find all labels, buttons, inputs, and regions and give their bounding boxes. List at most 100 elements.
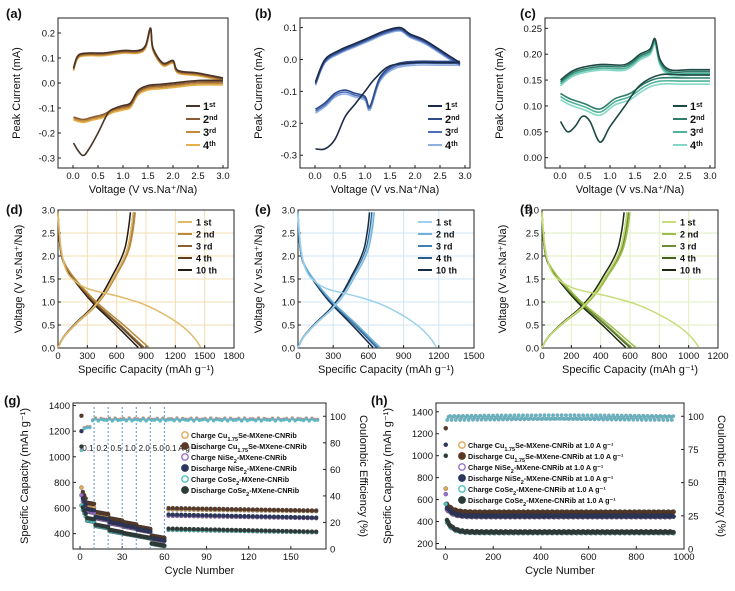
ce-point	[504, 413, 508, 418]
ce-point	[445, 418, 450, 422]
ce-point	[138, 418, 143, 423]
x-tick-label: 800	[651, 351, 667, 362]
capacity-point	[443, 425, 449, 431]
ce-point	[458, 418, 462, 422]
legend-entry: Discharge CoSe2-MXene-CNRib	[191, 486, 300, 498]
y-tick-label: 0.15	[524, 76, 543, 87]
legend-entry: 4 th	[196, 254, 212, 264]
ce-point	[287, 419, 292, 423]
ce-point	[231, 418, 235, 423]
capacity-point	[195, 527, 201, 532]
panel-c: (c) 0.0 0.5 1.0 1.5 2.0 2.5 3.0 0.00 0.05 0.10 0.15…	[494, 6, 717, 196]
x-tick-label: 0	[539, 351, 544, 362]
capacity-point	[242, 513, 247, 519]
capacity-point	[225, 506, 230, 512]
ce-point	[453, 418, 458, 422]
panel-label: (a)	[6, 6, 22, 21]
x-tick-label: 0	[443, 552, 448, 563]
cv-cathodic-curve-1	[315, 61, 460, 151]
capacity-point	[297, 508, 302, 513]
y-tick-label: 2.5	[42, 229, 55, 240]
ce-point	[315, 418, 320, 422]
capacity-point	[170, 526, 175, 531]
capacity-point	[148, 535, 153, 541]
ce-point	[186, 418, 190, 423]
y-tick-label: 1.0	[526, 298, 539, 309]
y-axis-label: Peak Current (mA)	[11, 47, 23, 139]
ce-point	[601, 417, 605, 422]
capacity-point	[246, 507, 251, 512]
capacity-point	[443, 453, 449, 458]
y-tick-label: -0.1	[281, 87, 297, 98]
x-tick-label: 900	[396, 351, 412, 362]
x-tick-label: 600	[109, 351, 125, 362]
ce-point	[248, 418, 252, 422]
cv-anodic-curve-3	[314, 29, 461, 85]
panel-label: (g)	[4, 393, 21, 408]
x-axis-label: Cycle Number	[525, 565, 595, 577]
legend-marker	[181, 431, 189, 439]
capacity-point	[671, 509, 676, 514]
y-tick-label: 1400	[412, 407, 433, 418]
capacity-point	[267, 514, 272, 519]
legend-marker	[181, 442, 189, 450]
y-tick-label: 1.5	[42, 275, 55, 286]
capacity-point	[267, 528, 272, 533]
capacity-point	[254, 507, 260, 512]
rate-label: 0.2	[96, 444, 108, 453]
ce-point	[214, 417, 219, 422]
y-tick-label: 0.5	[282, 321, 295, 332]
ce-point	[293, 419, 297, 423]
y2-tick-label: 0	[688, 545, 693, 556]
capacity-point	[246, 528, 251, 533]
ce-point	[133, 417, 137, 422]
ce-point	[671, 414, 676, 418]
ce-point	[651, 415, 656, 419]
y-tick-label: 3.0	[526, 206, 539, 217]
ce-point	[144, 419, 148, 423]
y-tick-label: 2.5	[282, 229, 295, 240]
ce-point	[545, 416, 550, 421]
x-tick-label: 1.0	[358, 171, 371, 182]
ce-point	[542, 413, 547, 418]
capacity-point	[242, 507, 247, 512]
x-axis-label: Specific Capacity (mAh g⁻¹)	[318, 364, 454, 376]
x-tick-label: 600	[622, 351, 638, 362]
capacity-point	[297, 529, 302, 534]
legend-entry: Charge CoSe2-MXene-CNRib at 1.0 A g⁻¹	[468, 485, 606, 497]
ce-point	[452, 414, 457, 418]
rate-label: 0.1	[82, 444, 94, 453]
ce-point	[564, 413, 568, 418]
cv-cathodic-curve-3	[315, 62, 460, 112]
legend-entry: 4th	[203, 140, 216, 152]
ce-point	[665, 418, 670, 422]
capacity-point	[259, 528, 264, 533]
x-tick-label: 200	[485, 552, 501, 563]
panel-h: (h)0 200 400 600 800 100020040060080010001200…	[371, 393, 727, 577]
cv-cathodic-curve-2	[73, 81, 224, 121]
capacity-point	[314, 529, 319, 534]
legend-entry: 4th	[690, 140, 703, 152]
y-tick-label: -0.3	[39, 154, 55, 165]
ce-point	[511, 416, 515, 420]
capacity-point	[292, 529, 298, 534]
capacity-point	[162, 538, 167, 543]
y-tick-label: -0.2	[281, 119, 297, 130]
discharge-curve-1	[57, 212, 202, 348]
y2-tick-label: 20	[330, 518, 341, 529]
ce-point	[251, 417, 255, 422]
ce-point	[155, 417, 160, 421]
x-tick-label: 1.5	[141, 171, 154, 182]
legend-entry: Charge Cu1.75Se-MXene-CNRib	[191, 431, 297, 443]
y-tick-label: 1.5	[282, 275, 295, 286]
plot-frame	[544, 17, 716, 169]
y2-tick-label: 40	[330, 491, 341, 502]
capacity-point	[238, 527, 243, 533]
ce-point	[220, 418, 224, 423]
x-tick-label: 2.5	[191, 171, 204, 182]
ce-point	[82, 426, 86, 431]
ce-point	[529, 413, 534, 418]
legend-entry: 4 th	[436, 254, 452, 264]
rate-label: 0.5	[111, 444, 123, 453]
